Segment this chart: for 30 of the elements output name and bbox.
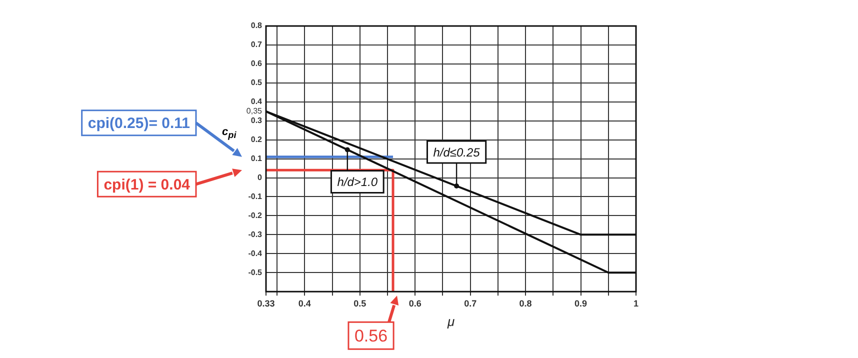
x-tick-label: 0.5	[354, 298, 366, 308]
y-tick-label: -0.3	[248, 230, 263, 239]
series-label: h/d>1.0	[337, 175, 378, 190]
x-tick-label: 1	[633, 298, 639, 308]
x-axis-title: μ	[446, 314, 455, 329]
text: cpi(0.25)= 0.11	[88, 115, 190, 132]
text: cpi(1) = 0.04	[104, 176, 191, 194]
x-tick-label: 0.9	[574, 298, 588, 308]
y-tick-label: 0.2	[250, 135, 263, 144]
y-tick-label: -0.4	[248, 248, 263, 258]
y-axis-title: c$_{pi}$	[222, 126, 236, 140]
y-tick-label: 0.3	[250, 116, 263, 126]
series-label: h/d≤0.25	[433, 145, 480, 160]
y-tick-label: 0.5	[250, 78, 263, 88]
y-tick-label: 0.7	[250, 40, 263, 50]
y-tick-label: -0.1	[248, 192, 263, 201]
x-tick-label: 0.4	[298, 298, 311, 308]
y-tick-label: 0	[258, 172, 263, 182]
x-tick-label: 0.33	[257, 298, 275, 308]
y-tick-label: 0,35	[246, 106, 263, 116]
text: 0.56	[354, 326, 388, 346]
x-tick-label: 0.8	[519, 298, 532, 308]
y-tick-label: -0.2	[248, 210, 263, 220]
x-tick-label: 0.7	[464, 298, 477, 308]
y-tick-label: -0.5	[248, 268, 263, 277]
y-tick-label: 0.1	[250, 154, 263, 164]
x-tick-label: 0.6	[408, 298, 422, 308]
y-tick-label: 0.6	[250, 59, 263, 68]
y-tick-label: 0.8	[250, 21, 263, 30]
y-tick-label: 0.4	[250, 97, 263, 106]
